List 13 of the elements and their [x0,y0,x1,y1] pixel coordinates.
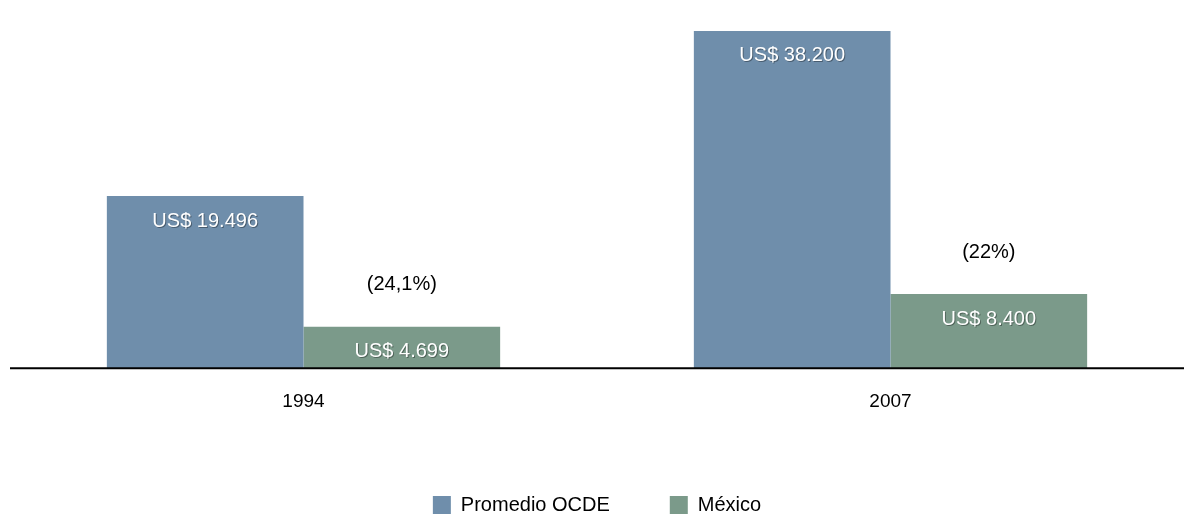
bar [890,294,1088,369]
x-tick-label: 2007 [869,389,912,411]
data-label: US$ 4.699 [354,339,450,362]
annotation: (22%) [962,239,1016,262]
bar [106,196,304,369]
bar [693,30,891,369]
data-label: US$ 8.400 [941,306,1037,329]
legend-label: México [697,492,762,515]
legend-label: Promedio OCDE [460,492,610,515]
annotation: (24,1%) [366,272,437,295]
x-tick-label: 1994 [282,389,326,411]
data-label: US$ 38.200 [739,43,845,66]
data-label: US$ 19.496 [152,208,258,231]
